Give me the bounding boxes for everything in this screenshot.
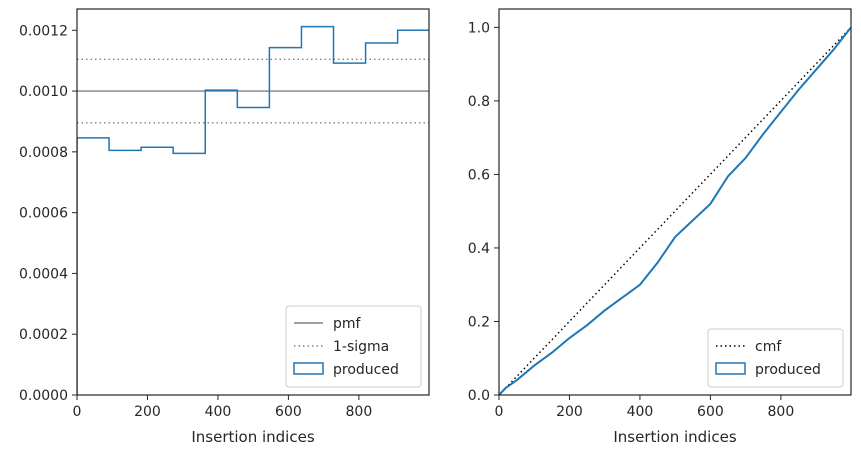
y-tick-label: 1.0 xyxy=(468,20,490,36)
series-line-cmf xyxy=(499,26,851,395)
chart-panel-2: 0 200 400 600 800 0.0 0.2 0.4 0.6 0.8 1.0 Insertion… xyxy=(468,8,852,446)
legend: cmf produced xyxy=(707,328,844,388)
y-tick-label: 0.0004 xyxy=(19,266,68,282)
y-tick-label: 0.0012 xyxy=(19,23,68,39)
x-tick-label: 800 xyxy=(346,404,373,420)
x-tick-label: 0 xyxy=(73,404,82,420)
y-tick-label: 0.0000 xyxy=(19,388,68,404)
legend-label-1-sigma: 1-sigma xyxy=(333,339,389,355)
x-tick-label: 0 xyxy=(495,404,504,420)
axes-frame xyxy=(76,8,430,396)
y-tick-label: 0.4 xyxy=(468,241,490,257)
plot-area xyxy=(499,26,851,395)
legend: pmf 1-sigma produced xyxy=(285,305,422,388)
legend-swatch-produced xyxy=(293,362,324,375)
legend-swatch-produced xyxy=(715,362,746,375)
y-tick-label: 0.0 xyxy=(468,388,490,404)
y-tick-label: 0.0006 xyxy=(19,206,68,222)
legend-box xyxy=(285,305,422,388)
histogram-step-produced xyxy=(77,25,429,395)
x-tick-label: 200 xyxy=(556,404,583,420)
x-tick-label: 200 xyxy=(134,404,161,420)
x-tick-label: 400 xyxy=(205,404,232,420)
legend-label-produced: produced xyxy=(333,362,399,378)
plot-area xyxy=(77,25,429,395)
x-tick-label: 800 xyxy=(768,404,795,420)
legend-label-produced: produced xyxy=(755,362,821,378)
x-tick-label: 600 xyxy=(697,404,724,420)
x-tick-label: 400 xyxy=(627,404,654,420)
y-tick-label: 0.0008 xyxy=(19,145,68,161)
x-tick-label: 600 xyxy=(275,404,302,420)
series-line-produced xyxy=(499,26,851,395)
legend-label-pmf: pmf xyxy=(333,316,362,332)
legend-box xyxy=(707,328,844,388)
axes-frame xyxy=(498,8,852,396)
y-tick-label: 0.0010 xyxy=(19,84,68,100)
legend-label-cmf: cmf xyxy=(755,339,782,355)
y-tick-label: 0.6 xyxy=(468,167,490,183)
x-axis-label: Insertion indices xyxy=(191,428,314,446)
chart-panel-1: 0 200 400 600 800 0.0000 0.0002 0.0004 0.0006 0.0… xyxy=(19,8,430,446)
y-tick-label: 0.8 xyxy=(468,94,490,110)
y-tick-label: 0.0002 xyxy=(19,327,68,343)
x-axis-label: Insertion indices xyxy=(613,428,736,446)
y-tick-label: 0.2 xyxy=(468,314,490,330)
